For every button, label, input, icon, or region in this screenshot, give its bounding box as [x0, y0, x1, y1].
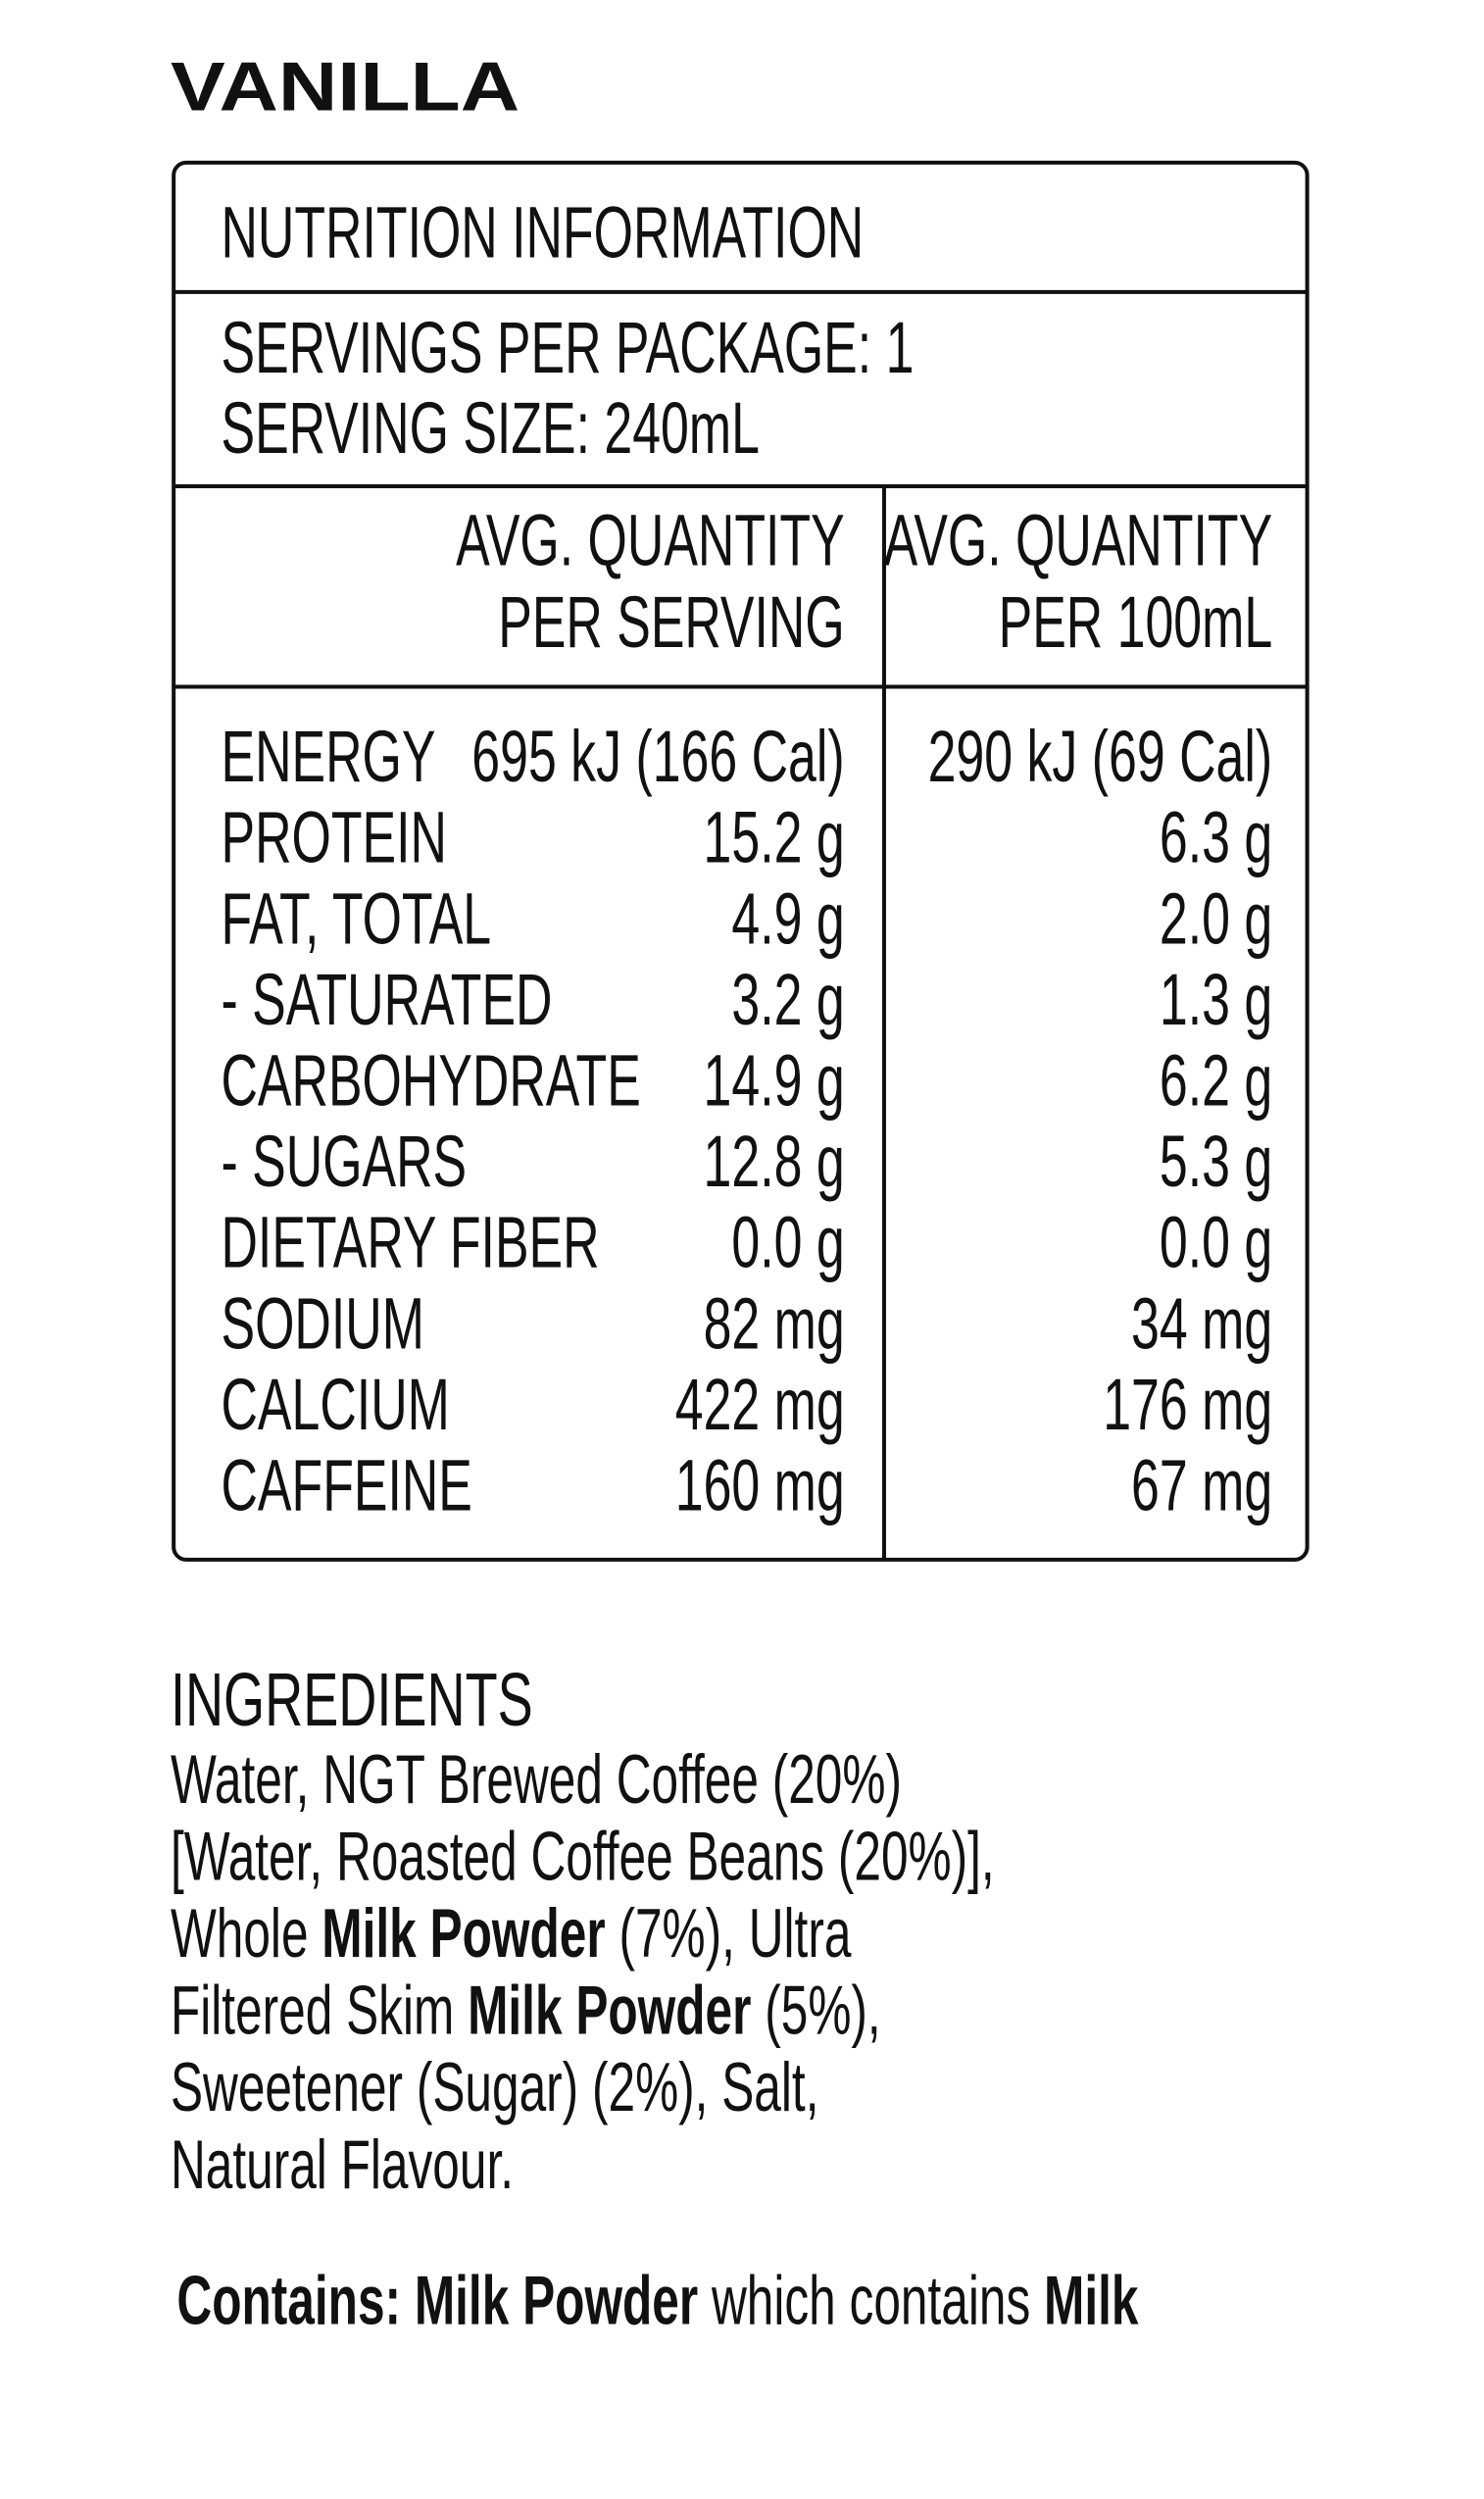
allergen-statement: Contains: Milk Powder which contains Mil…: [176, 2262, 1139, 2339]
text: Water, NGT Brewed Coffee (20%): [171, 1740, 902, 1818]
ingredients-heading: INGREDIENTS: [171, 1659, 533, 1743]
per-serving-value: 3.2 g: [731, 959, 844, 1040]
ingredients-line: Whole Milk Powder (7%), Ultra: [171, 1894, 851, 1972]
per-100ml-value: 1.3 g: [1160, 959, 1272, 1040]
per-100ml-value: 176 mg: [1103, 1364, 1272, 1445]
text: (7%), Ultra: [606, 1894, 852, 1972]
per-serving-value: 0.0 g: [731, 1202, 844, 1283]
text: (5%),: [751, 1972, 880, 2049]
per-serving-value: 695 kJ (166 Cal): [471, 716, 844, 797]
nutrient-name: DIETARY FIBER: [221, 1202, 599, 1283]
title: VANILLA: [171, 49, 519, 126]
per-serving-value: 4.9 g: [731, 877, 844, 959]
nutrient-name: FAT, TOTAL: [221, 877, 491, 959]
nutrient-name: CAFFEINE: [221, 1444, 471, 1525]
per-100ml-value: 5.3 g: [1160, 1121, 1272, 1202]
nutrient-name: PROTEIN: [221, 796, 446, 877]
per-100ml-value: 6.3 g: [1160, 796, 1272, 877]
ingredients-line: [Water, Roasted Coffee Beans (20%)],: [171, 1818, 995, 1895]
text: Whole: [171, 1894, 322, 1972]
bold-text: Milk Powder: [468, 1972, 751, 2049]
serving-info: SERVING SIZE: 240mL: [221, 387, 759, 469]
per-100ml-value: 2.0 g: [1160, 877, 1272, 959]
panel-heading: NUTRITION INFORMATION: [221, 191, 864, 273]
text: which contains: [698, 2262, 1044, 2339]
column-header: PER SERVING: [498, 581, 844, 663]
panel-border: [172, 160, 1310, 1562]
nutrient-name: CALCIUM: [221, 1364, 449, 1445]
column-header: AVG. QUANTITY: [884, 499, 1273, 580]
per-serving-value: 14.9 g: [704, 1039, 845, 1121]
bold-text: Contains: Milk Powder: [176, 2262, 698, 2339]
per-serving-value: 15.2 g: [704, 796, 845, 877]
per-100ml-value: 67 mg: [1131, 1444, 1272, 1525]
nutrient-name: CARBOHYDRATE: [221, 1039, 640, 1121]
ingredients-line: Sweetener (Sugar) (2%), Salt,: [171, 2048, 819, 2125]
text: Natural Flavour.: [171, 2125, 514, 2203]
serving-info: SERVINGS PER PACKAGE: 1: [221, 307, 914, 388]
ingredients-line: Filtered Skim Milk Powder (5%),: [171, 1972, 881, 2049]
text: Filtered Skim: [171, 1972, 468, 2049]
per-100ml-value: 6.2 g: [1160, 1039, 1272, 1121]
per-serving-value: 160 mg: [675, 1444, 845, 1525]
text: Sweetener (Sugar) (2%), Salt,: [171, 2048, 819, 2125]
per-100ml-value: 0.0 g: [1160, 1202, 1272, 1283]
nutrient-name: SODIUM: [221, 1282, 423, 1364]
nutrient-name: - SUGARS: [221, 1121, 467, 1202]
text: [Water, Roasted Coffee Beans (20%)],: [171, 1818, 995, 1895]
per-100ml-value: 290 kJ (69 Cal): [928, 716, 1273, 797]
ingredients-line: Natural Flavour.: [171, 2125, 514, 2203]
nutrient-name: - SATURATED: [221, 959, 552, 1040]
per-serving-value: 12.8 g: [704, 1121, 845, 1202]
bold-text: Milk Powder: [322, 1894, 605, 1972]
ingredients-line: Water, NGT Brewed Coffee (20%): [171, 1740, 902, 1818]
per-serving-value: 82 mg: [704, 1282, 845, 1364]
nutrient-name: ENERGY: [221, 716, 435, 797]
per-serving-value: 422 mg: [675, 1364, 845, 1445]
column-header: PER 100mL: [999, 581, 1273, 663]
column-header: AVG. QUANTITY: [456, 499, 845, 580]
bold-text: Milk: [1044, 2262, 1139, 2339]
per-100ml-value: 34 mg: [1131, 1282, 1272, 1364]
